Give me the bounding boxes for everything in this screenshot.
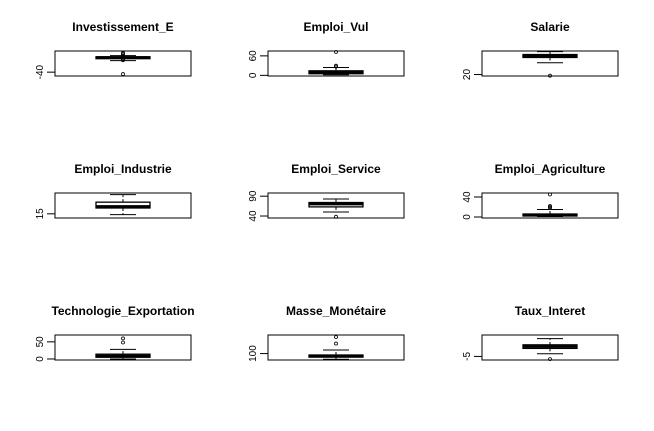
boxplot-panel: Emploi_Service 40 90 xyxy=(248,162,405,222)
outlier-point xyxy=(548,357,552,362)
outlier-point xyxy=(121,340,125,345)
plot-frame xyxy=(54,334,192,361)
panel-title: Masse_Monétaire xyxy=(286,304,386,318)
panel-title: Investissement_E xyxy=(72,20,173,34)
boxplot-panel: Taux_Interet -5 xyxy=(462,304,619,362)
boxplot-panel: Emploi_Agriculture 0 40 xyxy=(462,162,619,220)
outlier-point xyxy=(334,214,338,219)
y-tick-label: 40 xyxy=(462,191,473,203)
y-tick-label: 60 xyxy=(248,50,259,62)
outlier-point xyxy=(121,51,125,55)
y-tick-label: 0 xyxy=(462,214,473,220)
y-tick-label: -5 xyxy=(462,352,473,361)
boxplot-panel: Masse_Monétaire 100 xyxy=(248,304,405,362)
boxplot-panel: Salarie 20 xyxy=(462,20,619,81)
plot-frame xyxy=(481,334,619,361)
outlier-point xyxy=(121,53,125,58)
panel-title: Emploi_Service xyxy=(291,162,381,176)
plot-frame xyxy=(54,192,192,219)
outlier-point xyxy=(548,204,552,208)
y-tick-label: 0 xyxy=(35,356,46,362)
outlier-point xyxy=(121,72,125,76)
panel-title: Emploi_Agriculture xyxy=(495,162,606,176)
panel-title: Taux_Interet xyxy=(515,304,585,318)
panel-title: Emploi_Vul xyxy=(304,20,369,34)
outlier-point xyxy=(334,335,338,340)
outlier-point xyxy=(548,192,552,197)
y-tick-label: 40 xyxy=(248,210,259,222)
outlier-point xyxy=(121,57,125,62)
panel-title: Emploi_Industrie xyxy=(74,162,172,176)
outlier-point xyxy=(334,341,338,346)
panel-title: Technologie_Exportation xyxy=(51,304,194,318)
y-tick-label: 90 xyxy=(248,190,259,202)
plot-frame xyxy=(54,50,192,77)
y-tick-label: 100 xyxy=(248,345,259,362)
outlier-point xyxy=(334,63,338,68)
plot-frame xyxy=(481,50,619,77)
y-tick-label: 0 xyxy=(248,72,259,78)
outlier-point xyxy=(334,50,338,54)
boxplot-panel: Emploi_Industrie 15 xyxy=(35,162,192,220)
boxplot-panel: Investissement_E -40 xyxy=(35,20,192,79)
plot-frame xyxy=(267,334,405,361)
plot-frame xyxy=(267,50,405,77)
boxplot-panel: Technologie_Exportation 0 50 xyxy=(35,304,195,362)
outlier-point xyxy=(548,73,552,78)
y-tick-label: -40 xyxy=(35,64,46,79)
y-tick-label: 20 xyxy=(462,69,473,81)
outlier-point xyxy=(121,336,125,341)
y-tick-label: 50 xyxy=(35,336,46,348)
y-tick-label: 15 xyxy=(35,208,46,220)
panel-title: Salarie xyxy=(530,20,570,34)
boxplot-panel: Emploi_Vul 0 60 xyxy=(248,20,405,78)
